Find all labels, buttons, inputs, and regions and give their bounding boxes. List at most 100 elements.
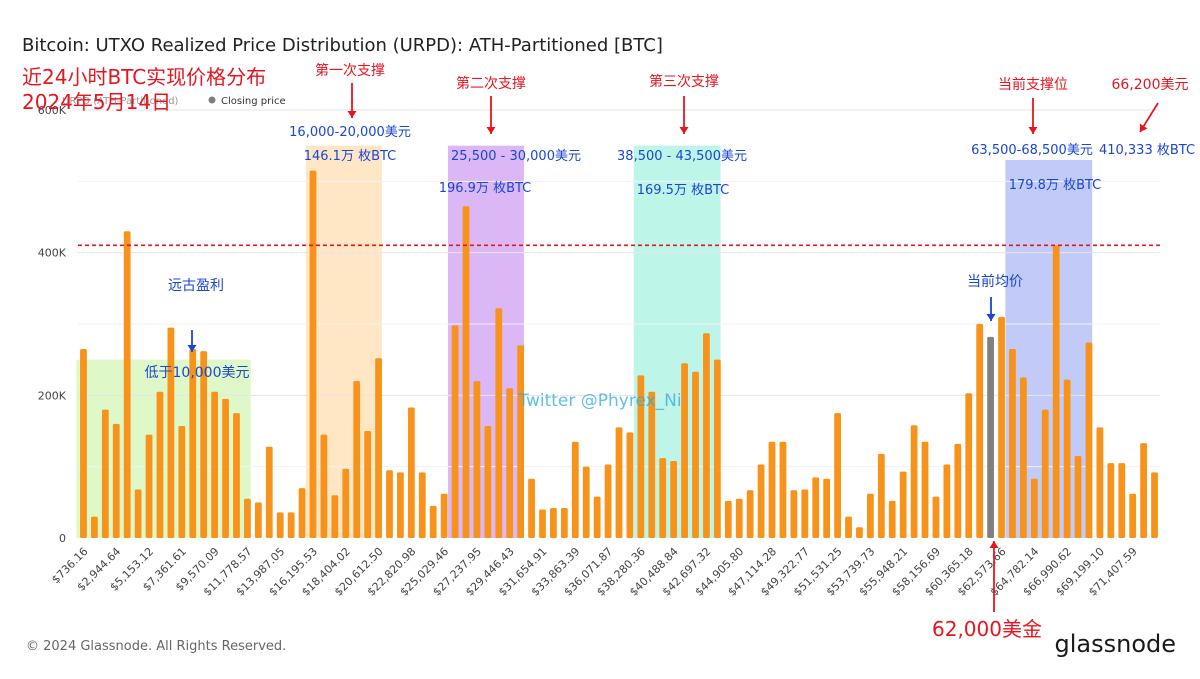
band1-arrow-head — [347, 111, 357, 118]
overlay-header-line2: 2024年5月14日 — [22, 90, 171, 114]
urpd-bar — [80, 348, 87, 538]
urpd-bar — [823, 478, 831, 538]
urpd-bar — [211, 391, 219, 538]
peak-arrow-head — [1139, 123, 1148, 132]
band4-title: 当前支撑位 — [998, 76, 1068, 93]
urpd-bar — [342, 468, 350, 538]
urpd-bar — [560, 508, 568, 538]
urpd-bar — [1019, 377, 1027, 538]
urpd-bar — [101, 409, 109, 538]
support-bands — [76, 145, 1093, 538]
urpd-bar — [550, 508, 557, 538]
urpd-bar — [156, 391, 164, 538]
urpd-bar — [418, 472, 426, 538]
legend-series-label: URPD (ATH-Partitioned) — [62, 96, 179, 107]
urpd-bar — [528, 478, 535, 538]
urpd-bar — [910, 425, 918, 538]
urpd-bar — [1009, 348, 1016, 538]
urpd-bar — [254, 502, 262, 538]
urpd-bar — [123, 231, 131, 538]
urpd-bar — [1129, 493, 1137, 538]
urpd-bar — [757, 464, 765, 538]
urpd-bar — [659, 458, 667, 538]
annotation-arrows — [187, 83, 1159, 612]
avg-arrow-head — [986, 314, 996, 321]
urpd-bar — [604, 464, 612, 538]
urpd-bar — [539, 509, 546, 538]
low-zone-arrow-head — [187, 345, 197, 352]
urpd-bar — [265, 446, 273, 538]
urpd-bar — [637, 375, 645, 538]
urpd-bar — [943, 464, 951, 538]
urpd-bar — [112, 423, 120, 538]
avg-title: 当前均价 — [967, 273, 1023, 290]
band2-arrow-head — [486, 127, 496, 134]
urpd-bar — [877, 453, 885, 538]
urpd-bar — [506, 388, 514, 538]
urpd-bar — [134, 489, 142, 538]
urpd-bar — [309, 170, 317, 538]
urpd-bar — [1118, 463, 1126, 538]
copyright: © 2024 Glassnode. All Rights Reserved. — [26, 639, 286, 654]
y-tick-label: 0 — [59, 532, 66, 545]
urpd-bar — [178, 426, 186, 538]
urpd-bar — [495, 308, 503, 538]
urpd-bar — [812, 477, 820, 538]
urpd-bar — [233, 413, 240, 538]
urpd-bar — [899, 471, 907, 538]
urpd-bar — [91, 516, 98, 538]
band4-range: 63,500-68,500美元 — [971, 143, 1093, 158]
legend-closing-dot — [208, 96, 216, 104]
urpd-bar — [593, 496, 601, 538]
urpd-bar — [244, 498, 251, 538]
urpd-bar — [1096, 427, 1104, 538]
urpd-bar — [462, 206, 470, 539]
legend-closing-label: Closing price — [221, 96, 286, 107]
band3-arrow-head — [679, 127, 689, 134]
brand-logo: glassnode — [1054, 630, 1176, 658]
urpd-bar — [954, 443, 962, 538]
band3-amount: 169.5万 枚BTC — [637, 183, 730, 198]
urpd-bar — [298, 488, 306, 538]
urpd-bar — [768, 441, 776, 538]
urpd-bar — [222, 398, 229, 538]
urpd-bar — [834, 413, 841, 538]
urpd-bar — [670, 460, 678, 538]
band3-title: 第三次支撑 — [649, 73, 719, 90]
closing-price-annotation: 62,000美金 — [932, 617, 1042, 641]
band1-title: 第一次支撑 — [315, 62, 385, 79]
urpd-bar — [866, 493, 874, 538]
urpd-bar — [1107, 463, 1115, 538]
band2-amount: 196.9万 枚BTC — [439, 181, 532, 196]
urpd-bar — [1052, 245, 1060, 539]
band3-range: 38,500 - 43,500美元 — [617, 149, 747, 164]
urpd-bar — [320, 434, 328, 538]
urpd-bar — [1030, 478, 1038, 538]
overlay-header-line1: 近24小时BTC实现价格分布 — [22, 65, 266, 89]
urpd-bar — [451, 325, 459, 538]
band1-amount: 146.1万 枚BTC — [304, 149, 397, 164]
bars — [80, 170, 1158, 539]
urpd-bar — [407, 407, 415, 538]
urpd-bar — [1140, 443, 1147, 538]
urpd-bar — [353, 381, 361, 538]
urpd-bar — [845, 516, 852, 538]
urpd-bar — [856, 527, 863, 538]
band2-title: 第二次支撑 — [456, 75, 526, 92]
urpd-bar — [801, 489, 809, 538]
urpd-bar — [998, 316, 1005, 538]
urpd-bar — [386, 470, 393, 538]
closing-price-bar — [987, 336, 994, 538]
peak-title: 66,200美元 — [1112, 77, 1189, 93]
urpd-bar — [276, 512, 284, 538]
urpd-bar — [287, 512, 295, 538]
urpd-bar — [932, 496, 940, 538]
urpd-bar — [375, 358, 382, 538]
urpd-bar — [615, 427, 623, 538]
urpd-bar — [692, 371, 699, 538]
urpd-bar — [571, 441, 579, 538]
urpd-bar — [364, 431, 372, 538]
low-zone-range: 低于10,000美元 — [145, 365, 250, 381]
closing-arrow-head — [989, 541, 999, 548]
urpd-bar — [1074, 455, 1082, 538]
